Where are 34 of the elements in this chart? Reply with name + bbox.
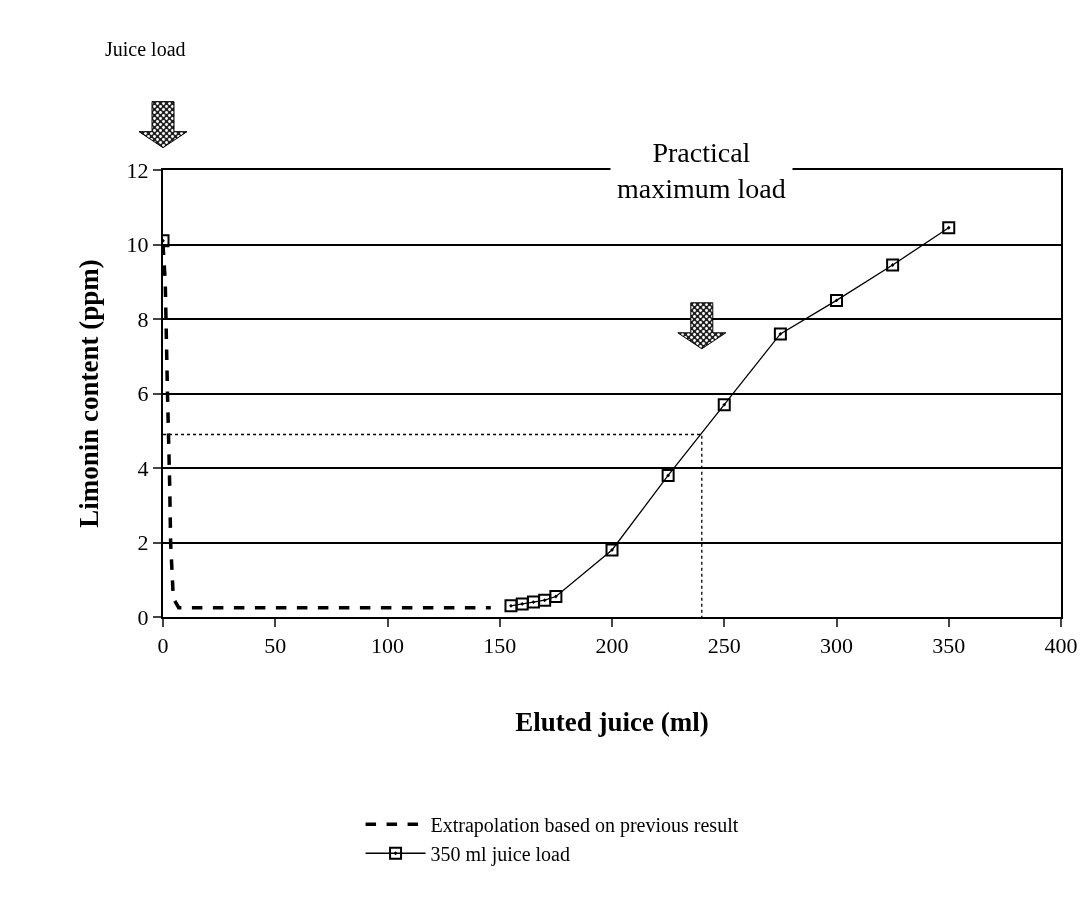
point xyxy=(549,590,563,604)
point xyxy=(605,543,619,557)
x-tick-label: 0 xyxy=(157,633,169,659)
point xyxy=(830,293,843,307)
x-tick-label: 200 xyxy=(595,633,629,659)
y-tick-label: 2 xyxy=(137,530,149,556)
x-tick-label: 50 xyxy=(264,633,287,659)
x-tick-label: 400 xyxy=(1044,633,1078,659)
x-tick-label: 300 xyxy=(820,633,853,659)
y-axis-title: Limonin content (ppm) xyxy=(74,259,105,528)
annotation: Practical maximum load xyxy=(617,137,786,205)
x-tick-label: 250 xyxy=(707,633,741,659)
x-tick-label: 100 xyxy=(371,633,404,659)
point xyxy=(538,593,552,607)
x-tick-label: 150 xyxy=(483,633,517,659)
y-tick-label: 12 xyxy=(126,157,149,183)
point xyxy=(526,595,540,609)
y-tick-label: 8 xyxy=(137,306,149,332)
y-tick-label: 0 xyxy=(137,604,149,630)
point xyxy=(886,258,900,272)
y-tick-label: 6 xyxy=(137,381,149,407)
x-tick-label: 350 xyxy=(932,633,966,659)
point xyxy=(504,599,518,613)
point xyxy=(717,398,731,412)
point xyxy=(515,597,529,611)
point xyxy=(773,327,787,341)
text: Juice load xyxy=(105,38,186,60)
point xyxy=(942,221,956,235)
legend-label: 350 ml juice load xyxy=(430,843,570,867)
x-axis-title: Eluted juice (ml) xyxy=(515,707,709,738)
point xyxy=(661,468,675,482)
legend-label: Extrapolation based on previous result xyxy=(430,814,739,838)
y-tick-label: 4 xyxy=(137,455,149,481)
y-tick-label: 10 xyxy=(126,232,149,258)
